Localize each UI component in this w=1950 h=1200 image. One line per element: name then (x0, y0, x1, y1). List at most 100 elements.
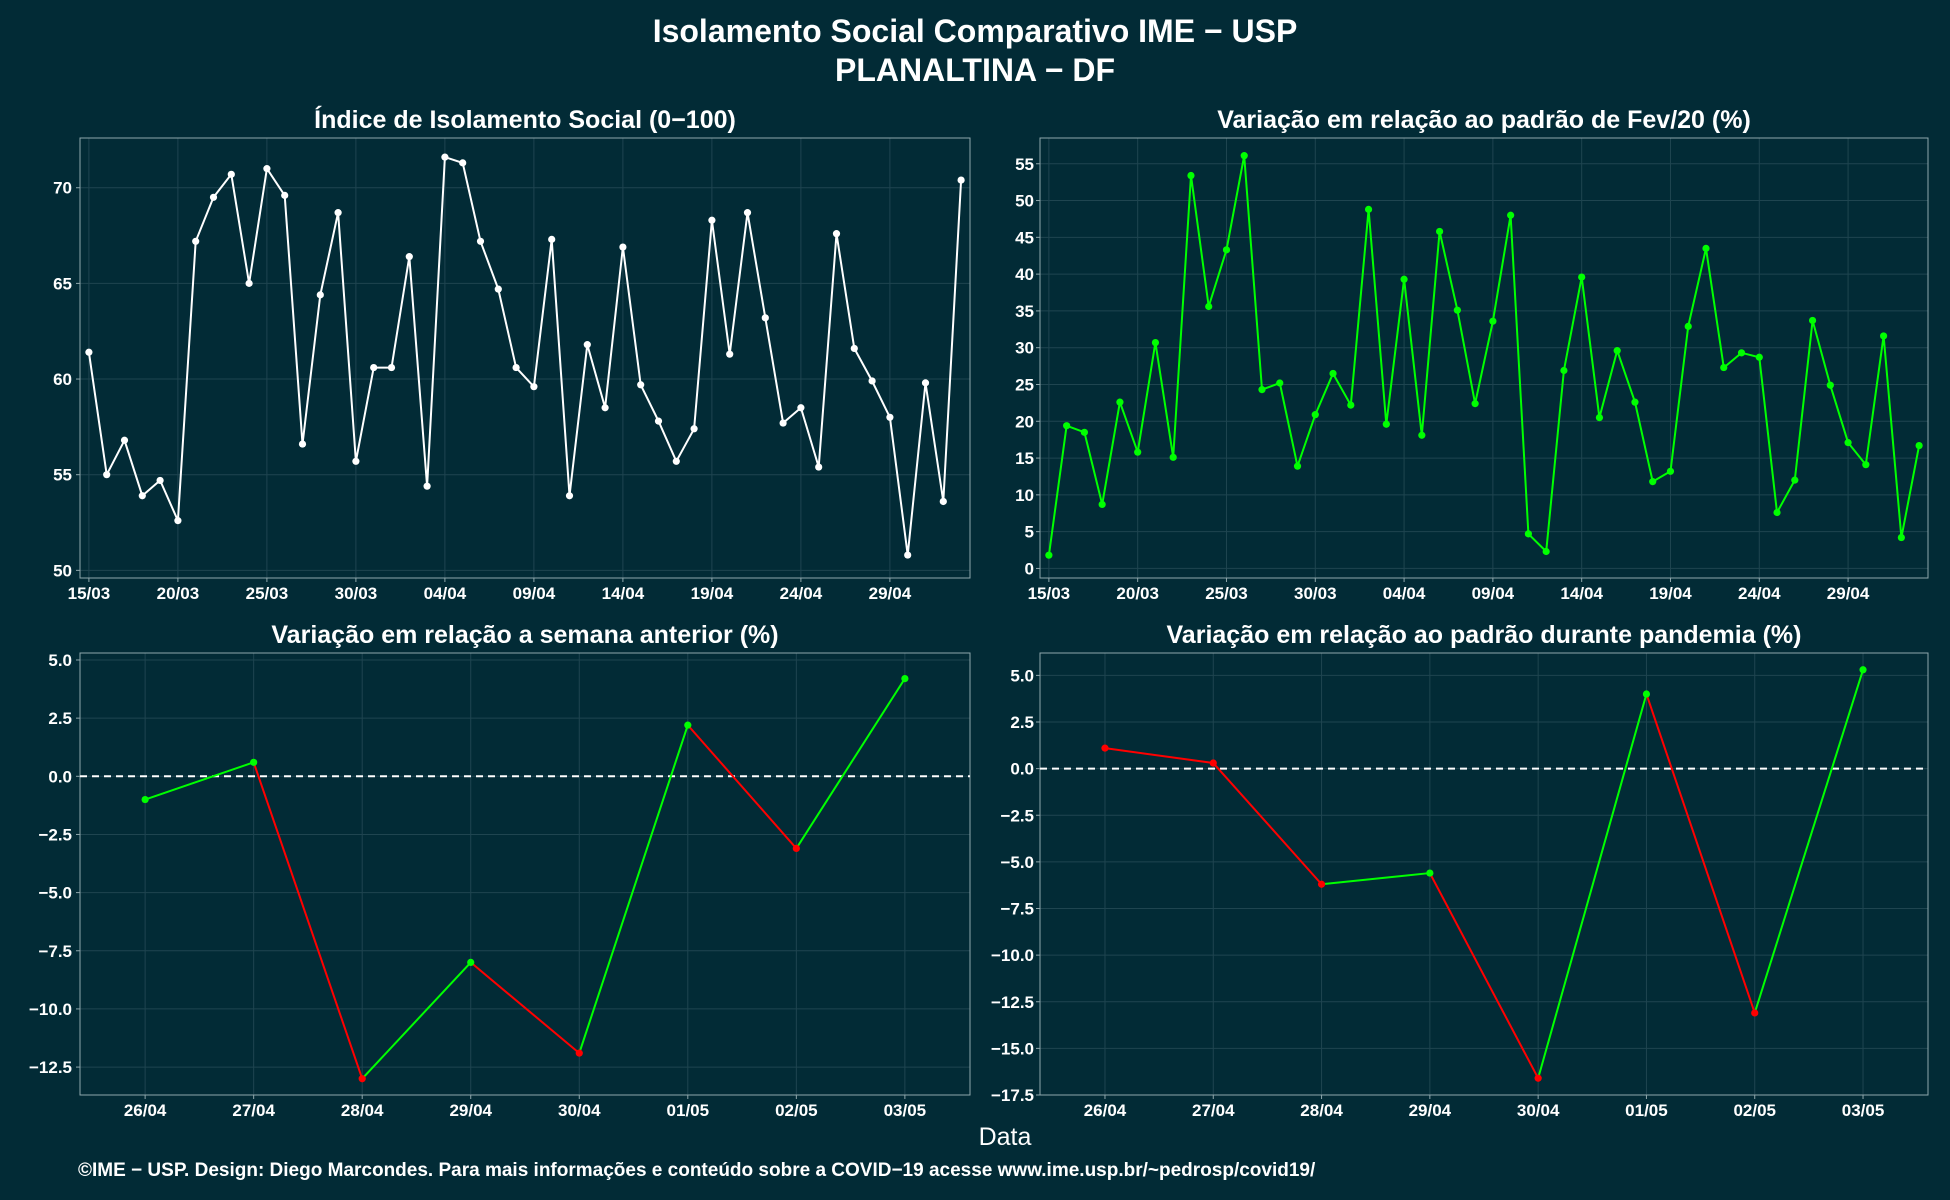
series-segment (1321, 872, 1430, 886)
y-tick-label: −12.5 (991, 993, 1034, 1012)
data-point (141, 795, 149, 804)
data-point (684, 721, 692, 729)
data-point (476, 237, 485, 245)
data-point (601, 404, 609, 412)
series-segment (252, 762, 364, 1080)
data-point (1209, 759, 1217, 767)
y-tick-label: 50 (53, 561, 72, 580)
y-tick-label: 0.0 (1010, 760, 1034, 779)
panel-variation-pandemic: Variação em relação ao padrão durante pa… (991, 621, 1929, 1120)
series-segment (361, 961, 472, 1080)
data-point (352, 457, 360, 465)
y-tick-label: 50 (1015, 192, 1034, 211)
x-tick-label: 29/04 (1409, 1101, 1452, 1120)
data-point (459, 159, 467, 167)
data-point (1720, 363, 1728, 372)
x-tick-label: 15/03 (1028, 584, 1071, 603)
data-point (1613, 347, 1621, 355)
series-segment (1104, 747, 1214, 765)
series-segment (1428, 872, 1540, 1079)
data-point (672, 457, 680, 465)
series-line (1047, 155, 1921, 556)
data-point (1751, 1009, 1759, 1017)
data-point (797, 404, 805, 412)
footer-credits: ©IME − USP. Design: Diego Marcondes. Par… (78, 1160, 1316, 1181)
x-tick-label: 25/03 (246, 584, 289, 603)
x-tick-label: 29/04 (869, 584, 912, 603)
data-point (1684, 322, 1692, 330)
data-point (467, 958, 475, 967)
y-tick-label: −17.5 (991, 1086, 1034, 1105)
data-point (138, 492, 146, 500)
data-point (1134, 448, 1142, 456)
y-tick-label: 70 (53, 179, 72, 198)
data-point (85, 348, 93, 356)
y-tick-label: 65 (53, 274, 72, 293)
data-point (1151, 338, 1160, 347)
y-tick-label: 30 (1015, 339, 1034, 358)
y-tick-label: −5.0 (38, 884, 72, 903)
data-point (512, 363, 520, 372)
data-point (1826, 381, 1834, 389)
data-point (654, 417, 663, 425)
plot-frame (79, 652, 971, 1096)
series-line (87, 155, 963, 556)
y-tick-label: 60 (53, 370, 72, 389)
data-point (1534, 1074, 1542, 1082)
data-point (1098, 500, 1106, 509)
y-tick-label: −12.5 (29, 1058, 72, 1077)
series-segment (687, 724, 798, 850)
x-tick-label: 28/04 (1300, 1101, 1343, 1120)
x-tick-label: 04/04 (1383, 584, 1426, 603)
data-point (1859, 666, 1867, 674)
data-point (1347, 401, 1355, 409)
data-point (939, 497, 947, 506)
y-tick-label: 15 (1015, 449, 1034, 468)
panel-title: Variação em relação ao padrão de Fev/20 … (1217, 106, 1751, 134)
data-point (1169, 453, 1177, 461)
data-point (868, 377, 876, 385)
panel-isolation-index: Índice de Isolamento Social (0−100) 50 55 6… (53, 105, 971, 603)
data-point (423, 482, 431, 490)
data-point (298, 440, 307, 448)
data-point (792, 844, 800, 853)
y-tick-label: −2.5 (1000, 806, 1034, 825)
data-point (103, 471, 111, 479)
data-point (316, 291, 324, 299)
figure-title-line2: PLANALTINA − DF (835, 52, 1115, 88)
data-point (209, 193, 218, 201)
data-point (441, 153, 449, 161)
data-point (1524, 530, 1532, 538)
y-tick-label: 2.5 (48, 709, 72, 728)
plot-frame (1039, 652, 1929, 1096)
data-point (1382, 420, 1390, 428)
data-point (886, 413, 894, 421)
x-tick-label: 28/04 (341, 1101, 384, 1120)
x-tick-label: 14/04 (1560, 584, 1603, 603)
y-tick-label: 2.5 (1010, 713, 1034, 732)
x-tick-label: 02/05 (775, 1101, 818, 1120)
data-point (1063, 422, 1071, 430)
data-point (1240, 152, 1248, 160)
data-point (370, 363, 378, 372)
data-point (192, 237, 200, 245)
x-tick-label: 03/05 (884, 1101, 927, 1120)
data-point (358, 1075, 366, 1083)
data-point (1364, 205, 1373, 213)
data-point (494, 285, 502, 293)
data-point (245, 279, 253, 287)
data-point (1560, 366, 1568, 375)
data-point (1471, 400, 1479, 408)
data-point (637, 381, 645, 389)
data-point (1542, 547, 1550, 556)
data-point (957, 176, 965, 184)
y-tick-label: 5.0 (48, 651, 72, 670)
series-segment (795, 678, 906, 849)
x-tick-label: 09/04 (513, 584, 556, 603)
x-tick-label: 01/05 (1625, 1101, 1668, 1120)
x-tick-label: 29/04 (449, 1101, 492, 1120)
data-point (1844, 439, 1852, 447)
x-tick-label: 03/05 (1842, 1101, 1885, 1120)
data-point (575, 1049, 583, 1057)
